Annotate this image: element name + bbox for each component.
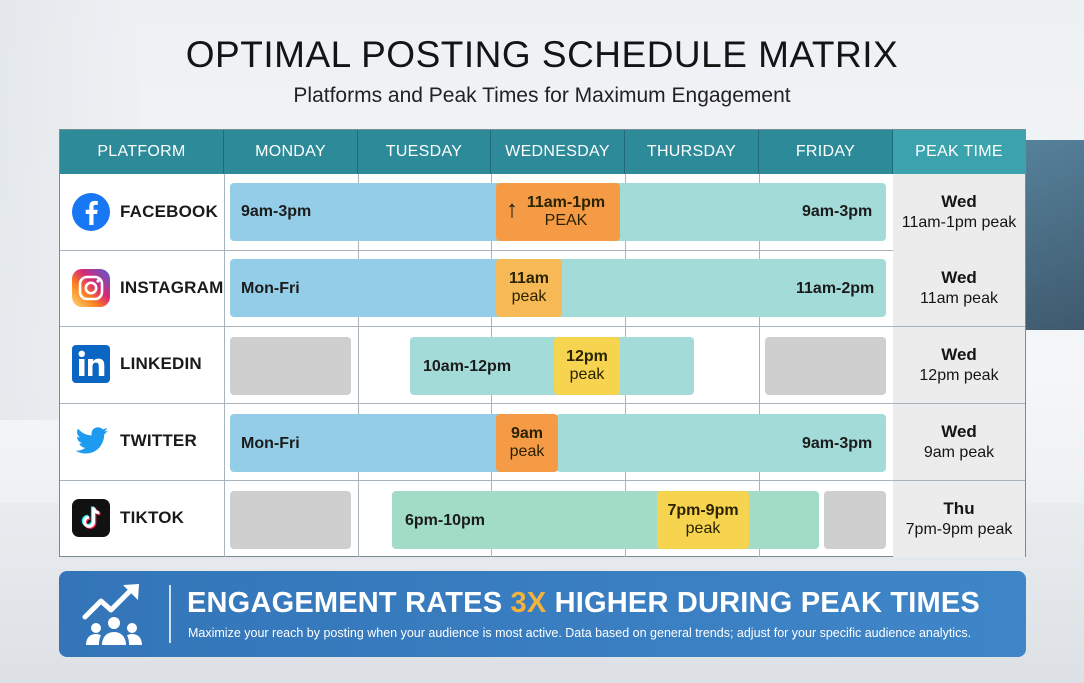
banner-subtext: Maximize your reach by posting when your… [188,626,972,640]
twitter-bird-icon [75,427,108,454]
schedule-matrix: PLATFORM MONDAY TUESDAY WEDNESDAY THURSD… [59,129,1026,557]
banner-headline-post: HIGHER DURING PEAK TIMES [546,587,980,619]
platform-name: INSTAGRAM [120,278,224,297]
bar-label: 9am-3pm [802,203,873,220]
bar-label: 6pm-10pm [405,512,486,529]
platform-facebook: FACEBOOK [60,174,224,250]
peak-time-text: 9am peak [923,443,995,461]
peak-box-label: peak [511,288,547,305]
peak-box: 7pm-9pm peak [657,491,749,549]
peak-box-time: 11am-1pm [526,193,606,211]
schedule-bar [556,259,886,317]
peak-time-cell: Wed 9am peak [893,404,1025,480]
peak-time-cell: Thu 7pm-9pm peak [893,481,1025,557]
peak-box-label: peak [685,520,721,537]
peak-box: 12pm peak [554,337,620,395]
platform-twitter: TWITTER [60,403,224,479]
peak-time-cell: Wed 11am-1pm peak [893,174,1025,250]
grid-line [60,403,1025,404]
platform-name: TIKTOK [120,508,185,527]
peak-box-time: 11am [508,269,550,287]
peak-day: Wed [941,345,977,365]
peak-time-text: 11am-1pm peak [901,213,1017,231]
peak-time-text: 7pm-9pm peak [905,520,1013,538]
header-thursday: THURSDAY [625,130,759,174]
engagement-banner: ENGAGEMENT RATES 3X HIGHER DURING PEAK T… [59,571,1026,657]
peak-box-time: 7pm-9pm [667,501,739,519]
header-monday: MONDAY [224,130,358,174]
peak-box: 9am peak [496,414,558,472]
peak-day: Wed [941,422,977,442]
peak-day: Thu [943,499,975,519]
growth-chart-people-icon [82,584,142,645]
header-platform: PLATFORM [60,130,224,174]
grid-line [60,326,1025,327]
schedule-bar [556,414,886,472]
platform-name: LINKEDIN [120,354,202,373]
peak-box-time: 9am [510,424,544,442]
peak-box: ↑ 11am-1pm PEAK [496,183,620,241]
grid-line [224,174,225,557]
peak-box-label: PEAK [544,212,588,229]
platform-tiktok: TIKTOK [60,480,224,556]
inactive-bar [230,491,351,549]
inactive-bar [824,491,886,549]
platform-name: FACEBOOK [120,202,218,221]
inactive-bar [765,337,886,395]
bar-label: 11am-2pm [796,280,875,297]
platform-linkedin: LINKEDIN [60,326,224,402]
bar-label: Mon-Fri [241,280,300,297]
tiktok-icon [72,499,110,537]
grid-line [60,480,1025,481]
peak-time-text: 12pm peak [919,366,999,384]
bar-label: 9am-3pm [802,435,873,452]
page-subtitle: Platforms and Peak Times for Maximum Eng… [293,84,791,107]
bar-label: 10am-12pm [423,358,512,375]
peak-day: Wed [941,268,977,288]
header-tuesday: TUESDAY [358,130,491,174]
linkedin-icon [72,345,110,383]
banner-headline: ENGAGEMENT RATES 3X HIGHER DURING PEAK T… [187,587,980,620]
grid-line [358,174,359,557]
inactive-bar [230,337,351,395]
banner-divider [169,585,171,643]
peak-time-text: 11am peak [920,289,998,307]
bar-label: 9am-3pm [241,203,312,220]
schedule-bar [410,337,694,395]
background-monitor [1022,140,1084,330]
peak-time-cell: Wed 12pm peak [893,327,1025,403]
header-peak-time: PEAK TIME [893,130,1025,174]
header-friday: FRIDAY [759,130,893,174]
banner-headline-pre: ENGAGEMENT RATES [187,587,511,619]
peak-time-cell: Wed 11am peak [893,250,1025,326]
grid-line [759,174,760,557]
facebook-icon [72,193,110,231]
grid-line [60,250,1025,251]
peak-box-label: peak [569,366,605,383]
bar-label: Mon-Fri [241,435,300,452]
page-title: OPTIMAL POSTING SCHEDULE MATRIX [185,34,899,75]
arrow-up-icon: ↑ [506,196,518,223]
peak-box: 11am peak [496,259,562,317]
peak-day: Wed [941,192,977,212]
peak-box-time: 12pm [566,347,608,365]
banner-headline-accent: 3X [510,587,547,619]
platform-instagram: INSTAGRAM [60,250,224,326]
platform-name: TWITTER [120,431,197,450]
instagram-icon [72,269,110,307]
peak-box-label: peak [509,443,545,460]
header-wednesday: WEDNESDAY [491,130,625,174]
